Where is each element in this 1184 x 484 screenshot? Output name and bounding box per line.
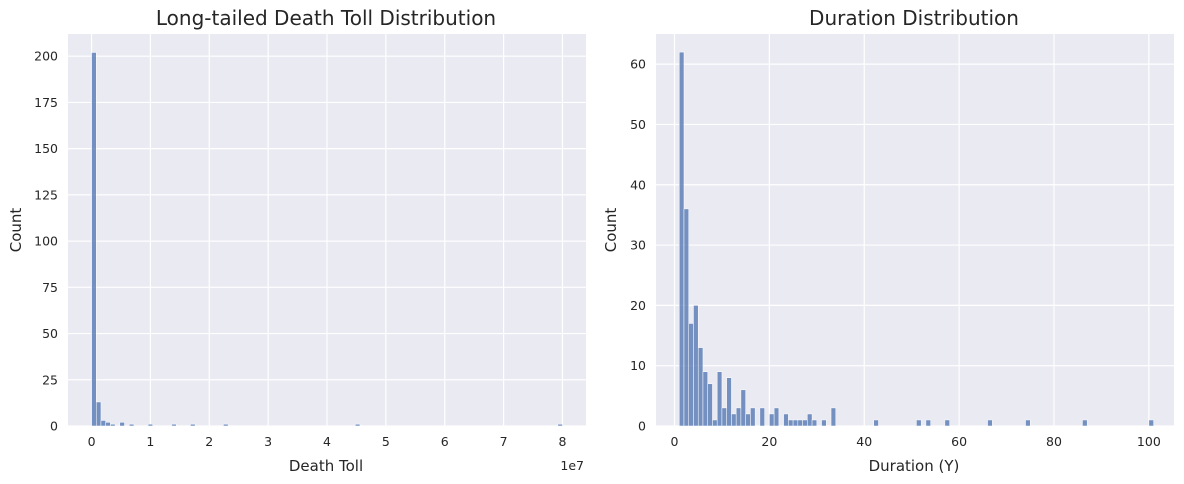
death-toll-histogram: 0 25 50 75 100 125 150 175 200 0 1 2 3 4 5 6 7 8 Long-tai…: [7, 6, 586, 475]
histogram-bar: [759, 407, 765, 427]
y-tick-label: 40: [630, 177, 646, 192]
y-tick-label: 50: [42, 326, 58, 341]
y-tick-label: 100: [34, 234, 58, 249]
x-tick-label: 2: [205, 434, 213, 449]
chart-title: Duration Distribution: [809, 6, 1019, 30]
histogram-bar: [783, 413, 789, 427]
x-axis-label: Death Toll: [289, 457, 363, 475]
x-axis-label: Duration (Y): [869, 457, 960, 475]
y-axis-label: Count: [602, 208, 620, 253]
histogram-bar: [792, 419, 799, 427]
x-tick-label: 5: [382, 434, 390, 449]
y-axis-label: Count: [7, 208, 25, 253]
histogram-bar: [716, 371, 723, 427]
histogram-bar: [731, 413, 737, 427]
histogram-bar: [688, 323, 694, 427]
histogram-bar: [802, 419, 808, 427]
histogram-bar: [788, 419, 794, 427]
y-tick-label: 50: [630, 117, 646, 132]
x-tick-label: 80: [1046, 434, 1062, 449]
x-tick-label: 20: [761, 434, 777, 449]
x-tick-label: 3: [264, 434, 272, 449]
plot-area: [656, 34, 1174, 426]
histogram-bar: [726, 377, 732, 427]
y-tick-label: 20: [630, 298, 646, 313]
x-offset-label: 1e7: [560, 458, 584, 473]
histogram-bar: [683, 208, 689, 427]
y-tick-label: 75: [42, 280, 58, 295]
histogram-bar: [105, 422, 111, 427]
histogram-bar: [697, 347, 704, 427]
plot-layer: 0 25 50 75 100 125 150 175 200 0 1 2 3 4 5 6 7 8: [34, 34, 586, 449]
histogram-bar: [678, 51, 685, 427]
histogram-bar: [925, 419, 931, 427]
histogram-bar: [873, 419, 879, 427]
histogram-bar: [147, 423, 154, 427]
x-tick-label: 1: [146, 434, 154, 449]
histogram-bar: [96, 401, 102, 427]
histogram-bar: [1082, 419, 1088, 427]
x-tick-label: 40: [856, 434, 872, 449]
histogram-bar: [830, 407, 837, 427]
y-tick-label: 25: [42, 372, 58, 387]
histogram-bar: [91, 52, 97, 427]
chart-title: Long-tailed Death Toll Distribution: [156, 6, 496, 30]
x-tick-label: 60: [951, 434, 967, 449]
histogram-bar: [1025, 419, 1031, 427]
histogram-bar: [987, 419, 993, 427]
histogram-bar: [190, 423, 196, 427]
y-tick-label: 30: [630, 238, 646, 253]
y-tick-label: 200: [34, 49, 58, 64]
histogram-bar: [797, 419, 803, 427]
histogram-bar: [223, 423, 229, 427]
histogram-bar: [702, 371, 708, 427]
y-tick-label: 0: [638, 419, 646, 434]
histogram-bar: [110, 423, 116, 427]
plot-layer: 0 10 20 30 40 50 60 0 20 40 60 80 100: [630, 34, 1174, 449]
y-tick-label: 175: [34, 95, 58, 110]
histogram-bar: [807, 413, 813, 427]
x-tick-label: 0: [88, 434, 96, 449]
y-tick-label: 150: [34, 141, 58, 156]
x-tick-label: 7: [500, 434, 508, 449]
histogram-bar: [128, 423, 135, 427]
histogram-bar: [769, 413, 775, 427]
y-tick-label: 10: [630, 358, 646, 373]
histogram-bar: [355, 423, 361, 427]
histogram-bar: [916, 419, 922, 427]
histogram-bar: [693, 305, 699, 427]
histogram-bar: [811, 419, 818, 427]
y-tick-label: 60: [630, 57, 646, 72]
histogram-bar: [557, 423, 563, 427]
histogram-bar: [100, 420, 106, 427]
y-tick-label: 0: [50, 419, 58, 434]
histogram-bar: [821, 419, 827, 427]
histogram-bar: [721, 407, 727, 427]
histogram-bar: [1148, 419, 1154, 427]
x-tick-label: 6: [441, 434, 449, 449]
duration-histogram: 0 10 20 30 40 50 60 0 20 40 60 80 100 Duration Distr…: [602, 6, 1174, 475]
x-tick-label: 8: [558, 434, 566, 449]
x-tick-label: 0: [671, 434, 679, 449]
histogram-bar: [712, 419, 718, 427]
histogram-bar: [119, 422, 125, 427]
y-tick-label: 125: [34, 187, 58, 202]
histogram-bar: [773, 407, 780, 427]
histogram-bar: [735, 407, 742, 427]
x-tick-label: 100: [1137, 434, 1161, 449]
histogram-bar: [171, 423, 177, 427]
histogram-bar: [745, 413, 751, 427]
histogram-bar: [740, 389, 746, 427]
x-tick-label: 4: [323, 434, 331, 449]
histogram-bar: [944, 419, 950, 427]
histogram-bar: [707, 383, 713, 427]
histogram-bar: [750, 407, 756, 427]
